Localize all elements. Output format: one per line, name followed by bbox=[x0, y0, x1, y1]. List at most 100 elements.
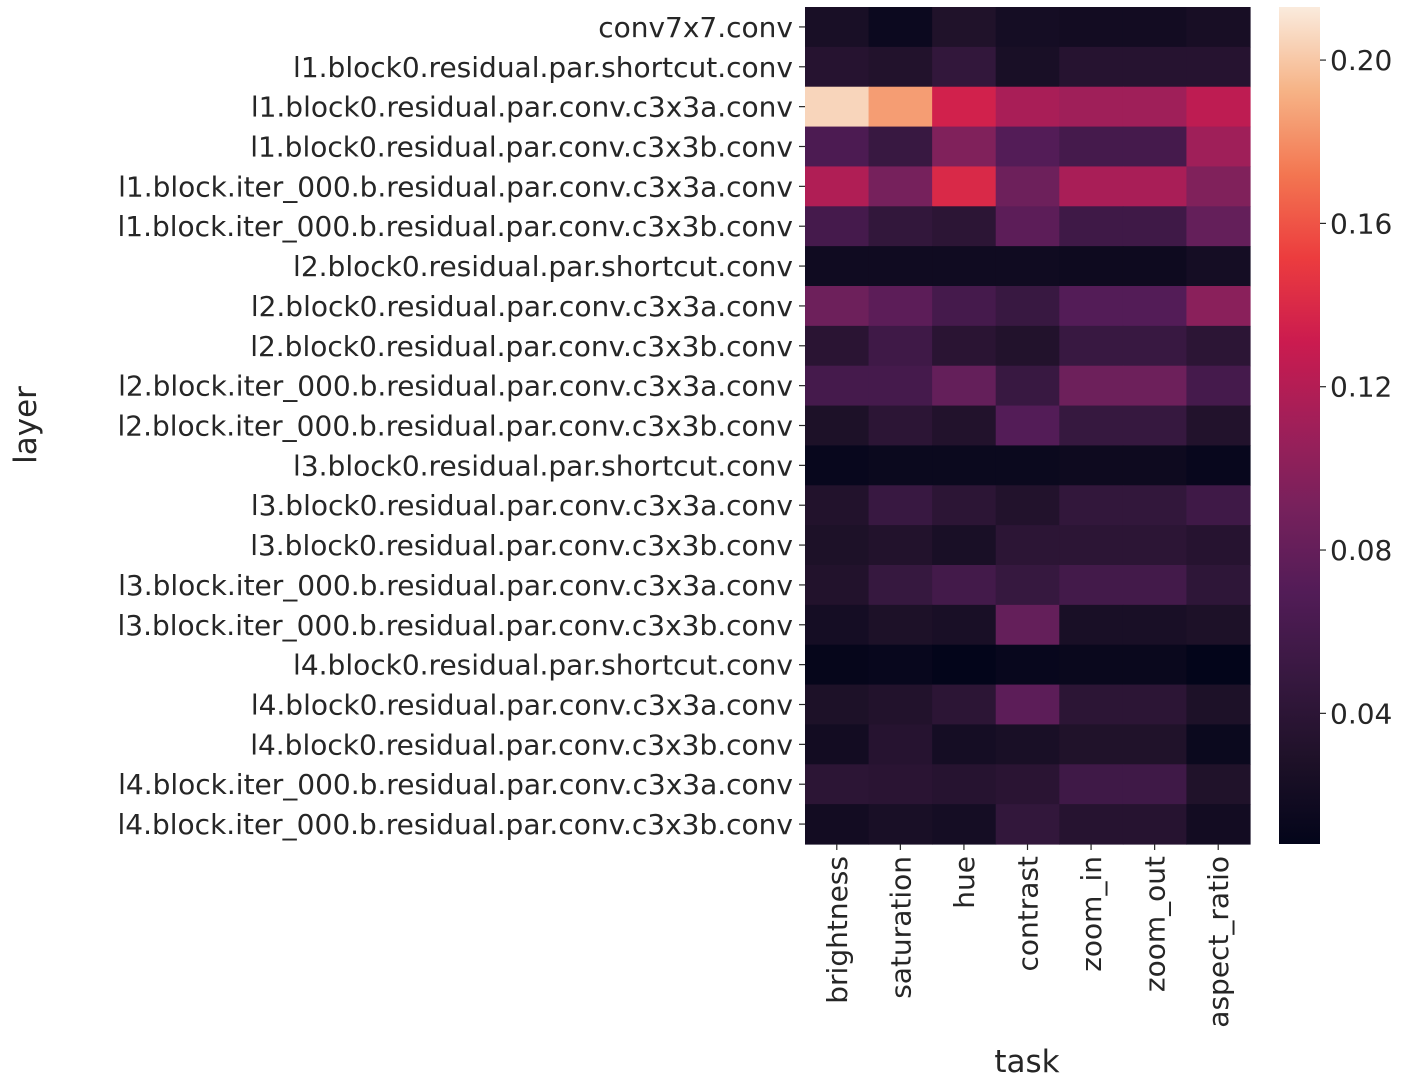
heatmap-cell bbox=[932, 764, 997, 805]
y-tick-label: l1.block0.residual.par.conv.c3x3a.conv bbox=[251, 91, 793, 124]
y-axis-label: layer bbox=[8, 386, 44, 464]
heatmap-cell bbox=[932, 525, 997, 566]
heatmap-cell bbox=[995, 604, 1060, 646]
heatmap-cell bbox=[1059, 46, 1124, 88]
heatmap-cell bbox=[995, 565, 1060, 606]
heatmap-cell bbox=[805, 604, 870, 646]
heatmap-cell bbox=[1186, 764, 1251, 805]
heatmap-cell bbox=[1186, 325, 1251, 367]
heatmap-cell bbox=[932, 445, 997, 486]
y-tick-label: l1.block.iter_000.b.residual.par.conv.c3… bbox=[118, 210, 794, 243]
heatmap-cell bbox=[1059, 565, 1124, 606]
heatmap-cell bbox=[805, 126, 870, 168]
x-tick-label: aspect_ratio bbox=[1202, 856, 1235, 1028]
heatmap-cell bbox=[995, 46, 1060, 88]
heatmap-cell bbox=[995, 485, 1060, 526]
heatmap-cell bbox=[868, 724, 933, 765]
heatmap-cell bbox=[1059, 126, 1124, 168]
heatmap-cell bbox=[868, 764, 933, 805]
heatmap-cell bbox=[1059, 724, 1124, 765]
heatmap-cell bbox=[932, 7, 997, 48]
heatmap-cell bbox=[868, 166, 933, 207]
heatmap-cell bbox=[805, 86, 870, 128]
heatmap-cell bbox=[1059, 286, 1124, 327]
x-tick-label: hue bbox=[948, 856, 981, 909]
heatmap-cell bbox=[1059, 206, 1124, 247]
heatmap-cell bbox=[1122, 684, 1188, 726]
heatmap-cell bbox=[868, 445, 933, 486]
heatmap-cell bbox=[1122, 445, 1188, 486]
heatmap-cell bbox=[1059, 804, 1124, 845]
heatmap-cell bbox=[868, 684, 933, 726]
heatmap-cell bbox=[1122, 485, 1188, 526]
heatmap-cell bbox=[868, 7, 933, 48]
heatmap-cell bbox=[995, 7, 1060, 48]
heatmap-cell bbox=[868, 565, 933, 606]
heatmap-cell bbox=[932, 286, 997, 327]
heatmap-cell bbox=[1122, 644, 1188, 686]
colorbar-tick-label: 0.20 bbox=[1330, 44, 1392, 77]
y-tick-label: l4.block0.residual.par.conv.c3x3a.conv bbox=[251, 689, 793, 722]
heatmap-cell bbox=[995, 644, 1060, 686]
heatmap-cell bbox=[995, 206, 1060, 247]
heatmap-cell bbox=[1186, 565, 1251, 606]
heatmap-cell bbox=[995, 286, 1060, 327]
heatmap-cell bbox=[868, 365, 933, 407]
heatmap-cell bbox=[1059, 604, 1124, 646]
heatmap-cell bbox=[932, 166, 997, 207]
y-tick-label: l2.block.iter_000.b.residual.par.conv.c3… bbox=[118, 370, 793, 403]
colorbar-ticks: 0.04 0.08 0.12 0.16 0.20 bbox=[1320, 44, 1392, 730]
heatmap-cell bbox=[1186, 724, 1251, 765]
heatmap-cell bbox=[1186, 286, 1251, 327]
heatmap-cell bbox=[868, 86, 933, 128]
heatmap-cell bbox=[1059, 7, 1124, 48]
heatmap-cell bbox=[932, 325, 997, 367]
heatmap-cell bbox=[995, 365, 1060, 407]
heatmap-cell bbox=[932, 565, 997, 606]
heatmap-cell bbox=[995, 445, 1060, 486]
colorbar-tick-label: 0.04 bbox=[1330, 697, 1392, 730]
heatmap-cell bbox=[1059, 405, 1124, 447]
heatmap-cell bbox=[1122, 325, 1188, 367]
heatmap-cell bbox=[805, 46, 870, 88]
heatmap-cell bbox=[1122, 246, 1188, 287]
y-tick-label: l4.block0.residual.par.conv.c3x3b.conv bbox=[250, 728, 793, 761]
heatmap-cell bbox=[1122, 525, 1188, 566]
heatmap-cell bbox=[932, 604, 997, 646]
heatmap-cell bbox=[932, 46, 997, 88]
heatmap-cell bbox=[932, 365, 997, 407]
y-tick-label: l4.block.iter_000.b.residual.par.conv.c3… bbox=[118, 808, 794, 841]
y-tick-label: l2.block0.residual.par.conv.c3x3a.conv bbox=[251, 290, 793, 323]
heatmap-cell bbox=[805, 166, 870, 207]
heatmap-cell bbox=[1186, 365, 1251, 407]
colorbar-tick-label: 0.08 bbox=[1330, 534, 1392, 567]
heatmap-cell bbox=[1186, 7, 1251, 48]
heatmap-cell bbox=[1059, 365, 1124, 407]
heatmap-cell bbox=[932, 126, 997, 168]
heatmap-cell bbox=[1186, 604, 1251, 646]
heatmap-cell bbox=[1122, 166, 1188, 207]
heatmap-cell bbox=[1186, 126, 1251, 168]
heatmap-cell bbox=[995, 764, 1060, 805]
heatmap-cell bbox=[805, 365, 870, 407]
x-tick-label: zoom_in bbox=[1075, 856, 1108, 972]
heatmap-cell bbox=[805, 644, 870, 686]
heatmap-cell bbox=[1122, 7, 1188, 48]
heatmap-cell bbox=[1059, 644, 1124, 686]
heatmap-cell bbox=[995, 325, 1060, 367]
heatmap-cell bbox=[1186, 445, 1251, 486]
heatmap-cell bbox=[805, 764, 870, 805]
heatmap-cell bbox=[1186, 804, 1251, 845]
heatmap-cell bbox=[1059, 764, 1124, 805]
heatmap-cell bbox=[1186, 246, 1251, 287]
y-tick-label: l4.block0.residual.par.shortcut.conv bbox=[293, 649, 793, 682]
heatmap-cell bbox=[805, 7, 870, 48]
y-tick-label: l4.block.iter_000.b.residual.par.conv.c3… bbox=[118, 768, 793, 801]
heatmap-cell bbox=[868, 246, 933, 287]
heatmap-cell bbox=[1122, 724, 1188, 765]
heatmap-cell bbox=[1122, 86, 1188, 128]
x-tick-label: brightness bbox=[821, 856, 854, 1004]
heatmap-cells bbox=[805, 7, 1251, 845]
y-tick-label: l1.block0.residual.par.conv.c3x3b.conv bbox=[250, 131, 793, 164]
